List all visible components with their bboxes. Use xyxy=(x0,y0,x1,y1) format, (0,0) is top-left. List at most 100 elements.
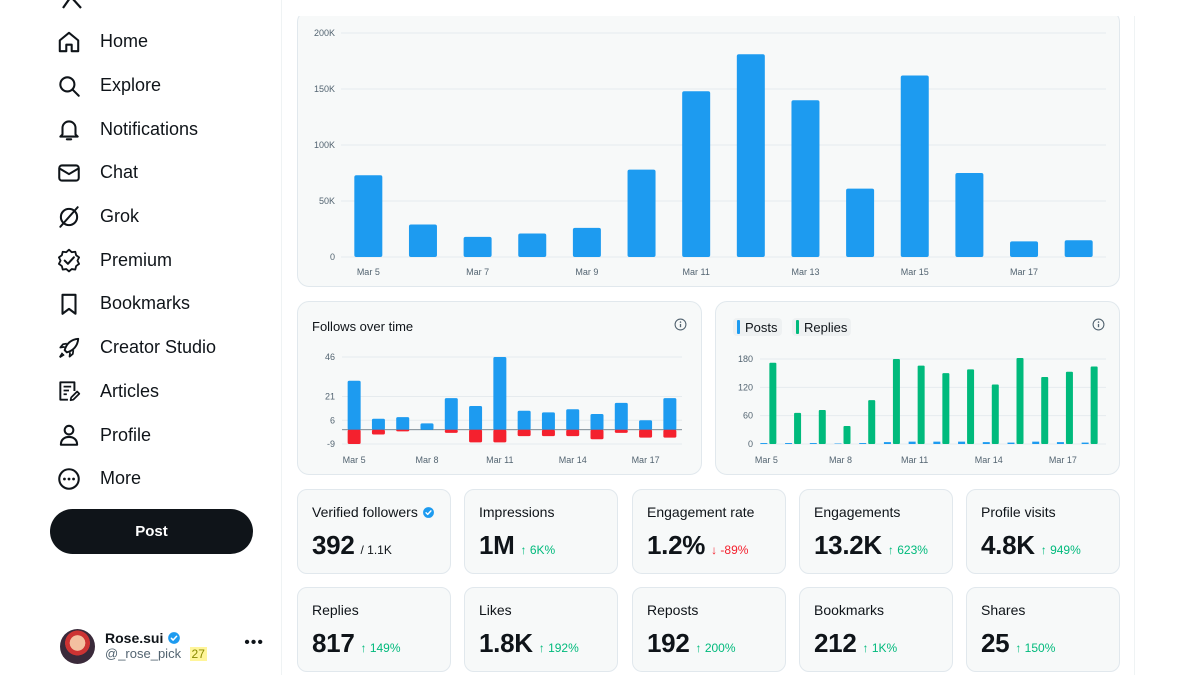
nav-label: Bookmarks xyxy=(100,293,191,314)
nav-item-grok[interactable]: Grok xyxy=(56,195,216,239)
stat-change: ↑ 1K% xyxy=(862,641,897,655)
posts-replies-chart: 0 60 120 180 Mar 5 Mar 8 Mar 11 Mar 14 Mar 17 xyxy=(738,354,1106,465)
stat-change: ↑ 623% xyxy=(888,543,928,557)
bell-icon xyxy=(59,120,79,141)
bar-follows xyxy=(469,406,483,430)
stat-change-text: 150% xyxy=(1024,641,1056,655)
stat-change-text: 1K% xyxy=(871,641,898,655)
follows-chart: -9 6 21 46 Mar 5 Mar 8 Mar 11 Mar 14 Mar 17 xyxy=(325,352,682,465)
bar-follows xyxy=(396,417,410,430)
x-logo-icon[interactable] xyxy=(60,0,84,10)
bar-replies xyxy=(868,400,876,444)
bar-replies xyxy=(967,369,975,444)
arrow-up-icon: ↑ xyxy=(1015,641,1025,655)
page-header-strip xyxy=(283,0,1135,16)
nav-item-premium[interactable]: Premium xyxy=(56,238,216,282)
legend-replies[interactable]: Replies xyxy=(792,318,852,336)
nav-label: Premium xyxy=(100,249,173,270)
y-tick-label: 100K xyxy=(314,140,335,150)
stat-card-engagement-rate[interactable]: Engagement rate 1.2% ↓ -89% xyxy=(632,489,786,574)
stat-value: 192 xyxy=(647,628,690,658)
stat-label-text: Likes xyxy=(479,602,512,618)
bar-follows xyxy=(566,409,580,430)
primary-nav: Home Explore Notifications Chat Grok Pre… xyxy=(56,20,216,501)
stat-change: ↑ 949% xyxy=(1041,543,1081,557)
home-icon xyxy=(58,31,80,53)
bar xyxy=(572,227,601,257)
info-icon[interactable] xyxy=(674,318,687,331)
bar-follows xyxy=(541,412,555,430)
stat-card-replies[interactable]: Replies 817 ↑ 149% xyxy=(297,587,451,672)
x-tick-label: Mar 5 xyxy=(343,455,366,465)
bar-replies xyxy=(917,365,925,444)
nav-item-profile[interactable]: Profile xyxy=(56,413,216,457)
nav-item-bookmarks[interactable]: Bookmarks xyxy=(56,282,216,326)
bar-posts xyxy=(982,442,990,444)
more-dots-icon[interactable]: ••• xyxy=(244,634,264,651)
bar-unfollows xyxy=(541,429,555,437)
account-switcher[interactable]: Rose.sui @_rose_pick 27 ••• xyxy=(60,626,270,666)
stat-label: Engagements xyxy=(814,504,900,520)
y-tick-label: 6 xyxy=(330,415,335,425)
stat-value: 817 xyxy=(312,628,355,658)
impressions-chart: 0 50K 100K 150K 200K Mar 5 Mar 7 Mar 9 Mar 11 Mar… xyxy=(314,28,1106,277)
stat-label-text: Verified followers xyxy=(312,504,418,520)
search-icon xyxy=(59,75,80,97)
stat-card-impressions[interactable]: Impressions 1M ↑ 6K% xyxy=(464,489,618,574)
y-tick-label: 60 xyxy=(743,411,753,421)
x-tick-label: Mar 9 xyxy=(575,267,598,277)
bar xyxy=(354,175,383,257)
bar xyxy=(1064,240,1093,257)
account-badge: 27 xyxy=(189,647,207,661)
stat-card-verified-followers[interactable]: Verified followers 392 / 1.1K xyxy=(297,489,451,574)
nav-label: Explore xyxy=(100,75,162,96)
stat-card-profile-visits[interactable]: Profile visits 4.8K ↑ 949% xyxy=(966,489,1120,574)
nav-item-explore[interactable]: Explore xyxy=(56,64,216,108)
x-tick-label: Mar 11 xyxy=(683,267,710,277)
stat-label: Likes xyxy=(479,602,512,618)
x-tick-label: Mar 17 xyxy=(632,455,660,465)
nav-item-more[interactable]: More xyxy=(56,457,216,501)
info-icon[interactable] xyxy=(1092,318,1105,331)
posts-replies-chart-card: 0 60 120 180 Mar 5 Mar 8 Mar 11 Mar 14 Mar 17 Po… xyxy=(715,301,1120,475)
stat-label: Reposts xyxy=(647,602,698,618)
stat-label: Profile visits xyxy=(981,504,1056,520)
arrow-up-icon: ↑ xyxy=(1040,543,1051,557)
avatar xyxy=(60,628,95,664)
bar xyxy=(463,236,492,257)
bar-follows xyxy=(639,420,653,430)
bar-unfollows xyxy=(614,429,628,433)
nav-item-chat[interactable]: Chat xyxy=(56,151,216,195)
nav-item-creator-studio[interactable]: Creator Studio xyxy=(56,326,216,370)
stat-card-shares[interactable]: Shares 25 ↑ 150% xyxy=(966,587,1120,672)
stat-card-engagements[interactable]: Engagements 13.2K ↑ 623% xyxy=(799,489,953,574)
nav-label: More xyxy=(100,468,142,489)
stat-card-reposts[interactable]: Reposts 192 ↑ 200% xyxy=(632,587,786,672)
article-icon xyxy=(59,381,81,402)
stat-label-text: Reposts xyxy=(647,602,699,618)
stat-change-text: 149% xyxy=(369,641,401,655)
bookmark-icon xyxy=(61,293,77,315)
stat-label-text: Replies xyxy=(312,602,359,618)
bar xyxy=(900,75,929,257)
bar-posts xyxy=(958,441,966,444)
nav-item-home[interactable]: Home xyxy=(56,20,216,64)
stat-label: Engagement rate xyxy=(647,504,754,520)
bar-replies xyxy=(1016,358,1024,444)
x-tick-label: Mar 14 xyxy=(975,455,1003,465)
nav-item-notifications[interactable]: Notifications xyxy=(56,107,216,151)
stat-value: 13.2K xyxy=(814,530,882,560)
bar-posts xyxy=(1007,442,1015,444)
stat-value: 1M xyxy=(479,530,515,560)
legend-posts[interactable]: Posts xyxy=(733,318,782,336)
legend-label: Posts xyxy=(745,319,778,335)
stat-card-likes[interactable]: Likes 1.8K ↑ 192% xyxy=(464,587,618,672)
x-tick-label: Mar 17 xyxy=(1010,267,1038,277)
bar-unfollows xyxy=(493,429,507,443)
post-button[interactable]: Post xyxy=(50,509,253,554)
x-tick-label: Mar 8 xyxy=(415,455,438,465)
bar-posts xyxy=(933,441,941,444)
nav-item-articles[interactable]: Articles xyxy=(56,370,216,414)
stat-card-bookmarks[interactable]: Bookmarks 212 ↑ 1K% xyxy=(799,587,953,672)
bar-replies xyxy=(942,373,950,444)
